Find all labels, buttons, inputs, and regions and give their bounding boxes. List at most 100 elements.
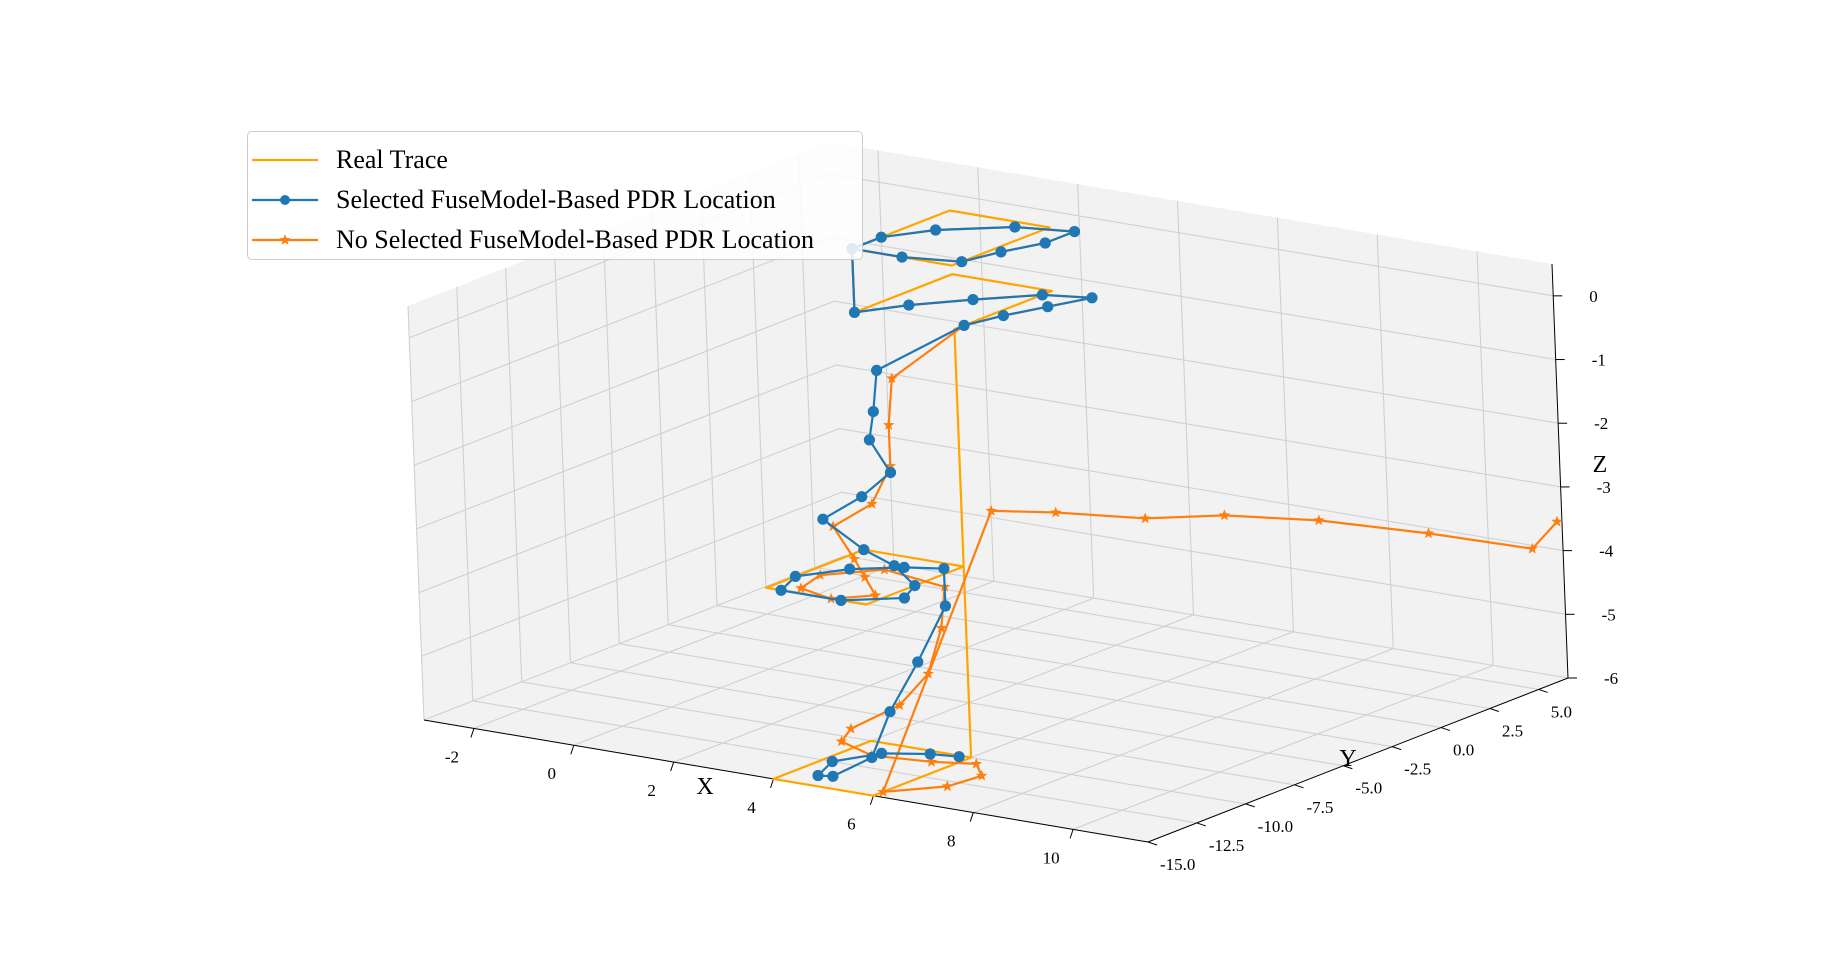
y-tick-mark <box>1147 841 1158 846</box>
x-tick-mark <box>570 745 575 755</box>
data-point-no-selected <box>941 780 954 792</box>
y-tick-mark <box>1294 784 1304 789</box>
y-tick-label: -15.0 <box>1160 855 1195 874</box>
z-axis-line <box>1551 263 1569 679</box>
z-tick-label: -5 <box>1602 605 1616 624</box>
y-axis-label: Y <box>1339 746 1356 772</box>
data-point-selected <box>909 580 921 592</box>
data-point-selected <box>844 563 856 575</box>
legend-label-real-trace: Real Trace <box>336 145 448 174</box>
axes-panes <box>408 142 1568 842</box>
data-point-selected <box>884 706 896 718</box>
data-point-no-selected <box>1139 512 1151 524</box>
x-tick-label: 0 <box>548 764 557 783</box>
data-point-no-selected <box>883 419 895 430</box>
y-tick-label: 0.0 <box>1453 741 1474 760</box>
series-real-trace <box>764 209 1054 797</box>
legend-label-selected: Selected FuseModel-Based PDR Location <box>336 185 776 214</box>
data-point-no-selected <box>1551 515 1563 527</box>
data-point-no-selected <box>970 757 982 769</box>
y-tick-mark <box>1343 765 1353 770</box>
floor-pane <box>424 556 1568 842</box>
data-point-selected <box>953 751 965 763</box>
data-point-no-selected <box>985 504 997 516</box>
x-tick-mark <box>1069 829 1074 839</box>
data-point-selected <box>898 592 911 604</box>
data-point-selected <box>1036 289 1048 301</box>
data-point-no-selected <box>1050 506 1062 518</box>
data-point-no-selected <box>877 785 889 797</box>
legend-label-no-selected: No Selected FuseModel-Based PDR Location <box>336 225 815 254</box>
y-tick-mark <box>1440 727 1451 732</box>
data-point-selected <box>827 770 839 782</box>
data-point-no-selected <box>884 460 896 471</box>
data-point-selected <box>866 751 878 764</box>
data-point-selected <box>1068 226 1081 238</box>
data-point-selected <box>958 319 970 331</box>
data-point-no-selected <box>1526 542 1538 554</box>
data-point-selected <box>898 561 910 574</box>
x-tick-mark <box>770 778 774 789</box>
series-line-real-trace <box>764 209 1054 797</box>
y-axis-line <box>1147 677 1569 843</box>
data-point-selected <box>930 224 942 236</box>
x-tick-label: 4 <box>747 798 756 817</box>
data-point-no-selected <box>848 553 860 564</box>
data-point-selected <box>835 594 847 607</box>
data-point-selected <box>939 600 952 612</box>
y-tick-label: -7.5 <box>1307 798 1334 817</box>
y-tick-mark <box>1245 803 1255 808</box>
legend-marker-star <box>279 234 291 245</box>
x-tick-label: -2 <box>445 747 459 766</box>
axes-lines <box>423 263 1577 846</box>
legend-entry-real-trace: Real Trace <box>248 140 862 180</box>
legend: Real Trace Selected FuseModel-Based PDR … <box>247 131 863 260</box>
z-tick-label: -3 <box>1597 478 1611 497</box>
data-point-no-selected <box>925 755 938 767</box>
y-tick-mark <box>1196 822 1206 827</box>
y-tick-label: 5.0 <box>1551 702 1572 721</box>
legend-handle-selected <box>252 195 318 205</box>
x-tick-mark <box>869 795 874 805</box>
left-wall-pane <box>408 142 844 720</box>
z-tick-label: -2 <box>1594 414 1608 433</box>
data-point-selected <box>888 560 900 572</box>
series-line-selected <box>779 225 1094 778</box>
grid-line-z <box>421 491 1566 657</box>
x-tick-label: 2 <box>647 781 656 800</box>
data-point-selected <box>896 251 908 263</box>
legend-entry-selected: Selected FuseModel-Based PDR Location <box>248 180 862 220</box>
legend-entry-no-selected: No Selected FuseModel-Based PDR Location <box>248 220 862 260</box>
x-tick-label: 6 <box>847 815 856 834</box>
data-point-no-selected <box>1313 514 1325 526</box>
data-point-selected <box>903 299 915 311</box>
data-point-no-selected <box>922 667 934 679</box>
data-point-no-selected <box>814 569 826 580</box>
data-point-no-selected <box>1422 527 1435 539</box>
z-tick-label: 0 <box>1589 287 1598 306</box>
data-point-selected <box>967 294 979 306</box>
data-point-selected <box>924 748 936 760</box>
y-tick-mark <box>1538 688 1548 693</box>
data-point-selected <box>997 310 1010 322</box>
data-point-no-selected <box>935 622 947 633</box>
grid-line-z <box>416 364 1561 530</box>
data-point-selected <box>1086 292 1098 304</box>
data-point-no-selected <box>869 589 882 601</box>
data-point-selected <box>1042 301 1054 313</box>
grid-line-z <box>413 300 1559 466</box>
data-point-selected <box>956 256 968 268</box>
y-tick-label: -5.0 <box>1355 779 1382 798</box>
data-point-selected <box>863 434 876 446</box>
z-tick-label: -1 <box>1592 351 1606 370</box>
data-point-no-selected <box>1218 509 1231 521</box>
grid-line-z <box>423 555 1569 721</box>
legend-handle-real-trace <box>252 158 318 162</box>
data-point-selected <box>867 406 879 418</box>
y-tick-label: -2.5 <box>1404 760 1431 779</box>
data-point-selected <box>856 491 868 503</box>
y-tick-label: 2.5 <box>1502 722 1523 741</box>
x-tick-label: 10 <box>1043 848 1060 867</box>
axes-grid <box>407 150 1569 843</box>
